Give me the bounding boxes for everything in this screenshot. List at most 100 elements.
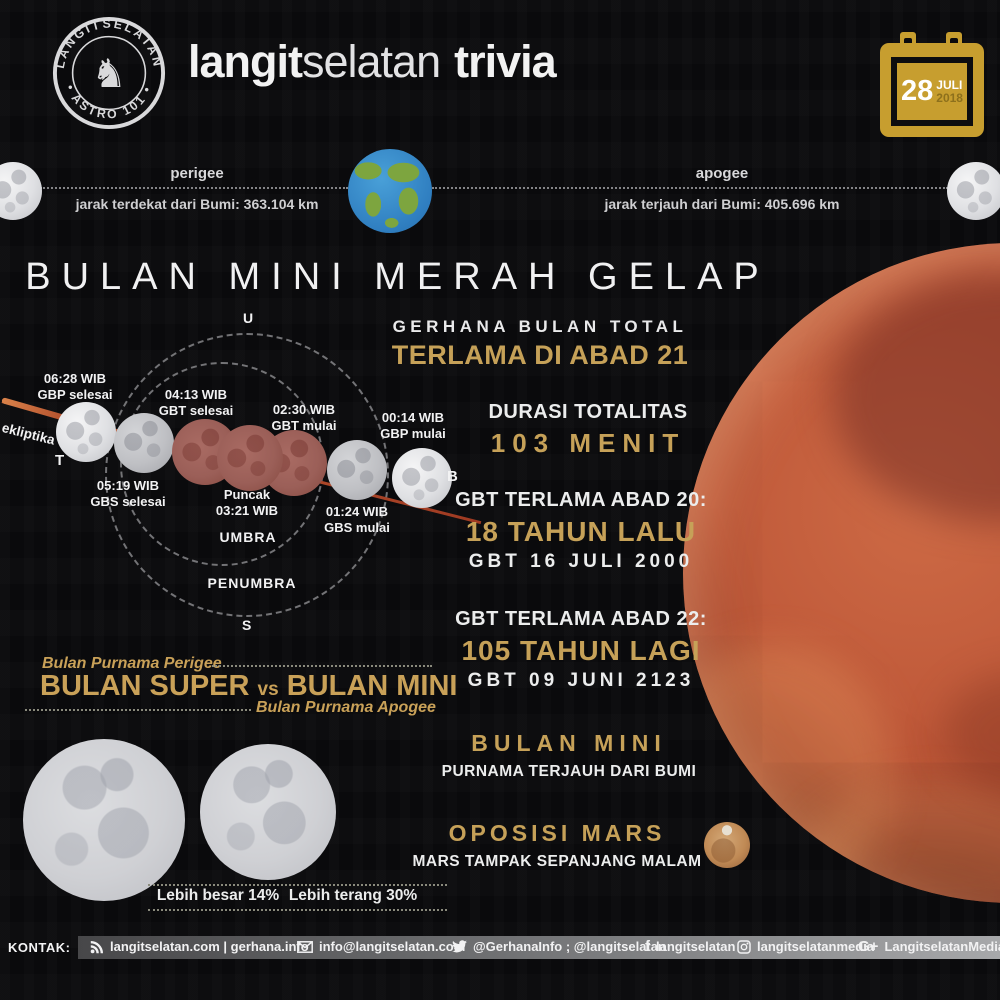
event-text: GBT selesai	[158, 402, 234, 418]
facebook-icon: f	[645, 938, 650, 955]
eclipse-label-gbt-selesai: 04:13 WIB GBT selesai	[136, 387, 256, 418]
umbra-label: UMBRA	[219, 529, 277, 545]
event-text: GBP selesai	[37, 386, 113, 402]
footer-item-text: langitselatan.com | gerhana.info	[110, 939, 309, 954]
fact-subtitle: PURNAMA TERJAUH DARI BUMI	[441, 763, 697, 780]
eclipse-moon-6	[327, 440, 387, 500]
perigee-label: perigee	[170, 165, 224, 182]
time-text: 01:24 WIB	[325, 504, 389, 519]
brand-title-tail: trivia	[454, 36, 557, 87]
eclipse-moon-4-peak	[217, 425, 283, 491]
calendar-day: 28	[901, 75, 934, 107]
comparison-stat-brightness: Lebih terang 30%	[288, 887, 418, 904]
fact-title: BULAN MINI	[471, 730, 667, 756]
stat-title: GBT TERLAMA ABAD 20:	[455, 489, 707, 511]
headline-line1: GERHANA BULAN TOTAL	[392, 317, 688, 336]
footer-item-text: info@langitselatan.com	[319, 939, 466, 954]
brand-title-light: selatan	[302, 36, 441, 87]
footer-item-text: langitselatan	[656, 939, 736, 954]
event-text: GBP mulai	[380, 425, 446, 441]
orbit-dotted-line-left	[40, 187, 348, 189]
event-text: GBS mulai	[324, 519, 390, 535]
eclipse-label-gbp-mulai: 00:14 WIB GBP mulai	[353, 410, 473, 441]
blood-moon-dark-patch	[943, 673, 1000, 793]
eclipse-label-gbs-selesai: 05:19 WIB GBS selesai	[68, 478, 188, 509]
time-text: 05:19 WIB	[96, 478, 160, 493]
fact-oposisi-mars: OPOSISI MARS MARS TAMPAK SEPANJANG MALAM	[407, 820, 707, 871]
event-text: GBS selesai	[90, 493, 166, 509]
footer-item-email: info@langitselatan.com	[297, 939, 465, 954]
comparison-dotted-line-stats-top	[148, 884, 447, 886]
headline-line2: TERLAMA DI ABAD 21	[391, 340, 689, 370]
perigee-label-block: perigee jarak terdekat dari Bumi: 363.10…	[57, 165, 337, 212]
footer-item-text: LangitselatanMedia	[884, 939, 1000, 954]
brand-title: langitselatan trivia	[188, 36, 557, 88]
brand-title-bold: langit	[188, 36, 303, 87]
footer-item-text: @GerhanaInfo ; @langitselatan	[473, 939, 666, 954]
comparison-stat-size: Lebih besar 14%	[156, 887, 280, 904]
eclipse-moon-1	[56, 402, 116, 462]
eclipse-moon-7	[392, 448, 452, 508]
eclipse-moon-2	[114, 413, 174, 473]
stat-value: 105 TAHUN LAGI	[461, 635, 701, 666]
compass-north: U	[243, 310, 254, 326]
penumbra-label: PENUMBRA	[207, 575, 297, 591]
blood-moon-image	[683, 243, 1000, 903]
stat-title: GBT TERLAMA ABAD 22:	[455, 608, 707, 630]
kontak-label: KONTAK:	[8, 940, 71, 955]
apogee-label-block: apogee jarak terjauh dari Bumi: 405.696 …	[582, 165, 862, 212]
footer-item-website: langitselatan.com | gerhana.info	[90, 939, 309, 954]
gplus-icon: G+	[858, 938, 879, 955]
apogee-distance: jarak terjauh dari Bumi: 405.696 km	[604, 196, 840, 212]
comparison-dotted-line-top	[212, 665, 432, 667]
footer-item-facebook: f langitselatan	[645, 939, 735, 954]
stat-gbt-abad-22: GBT TERLAMA ABAD 22: 105 TAHUN LAGI GBT …	[431, 608, 731, 692]
page-title: BULAN MINI MERAH GELAP	[25, 256, 770, 298]
penumbra-circle	[105, 333, 389, 617]
comparison-title-b: BULAN MINI	[286, 670, 458, 702]
comparison-dotted-line-mid	[25, 709, 251, 711]
stat-value: 18 TAHUN LALU	[465, 516, 697, 547]
calendar-body: 28 JULI 2018	[880, 43, 984, 137]
eclipse-label-gbt-mulai: 02:30 WIB GBT mulai	[244, 402, 364, 433]
headline-block: GERHANA BULAN TOTAL TERLAMA DI ABAD 21	[390, 317, 690, 371]
comparison-title-a: BULAN SUPER	[40, 670, 250, 702]
perigee-distance: jarak terdekat dari Bumi: 363.104 km	[75, 196, 319, 212]
fact-subtitle: MARS TAMPAK SEPANJANG MALAM	[412, 853, 702, 870]
blood-moon-dark-patch	[833, 273, 1000, 523]
eclipse-label-gbp-selesai: 06:28 WIB GBP selesai	[15, 371, 135, 402]
eclipse-label-gbs-mulai: 01:24 WIB GBS mulai	[297, 504, 417, 535]
comparison-perigee-label: Bulan Purnama Perigee	[42, 655, 222, 672]
event-text: GBT mulai	[271, 417, 337, 433]
calendar-year: 2018	[936, 91, 963, 105]
ekliptika-label: ekliptika	[0, 420, 57, 448]
calendar-month: JULI	[936, 78, 963, 93]
fact-title: OPOSISI MARS	[448, 820, 666, 846]
stat-note: GBT 16 JULI 2000	[468, 551, 694, 572]
stat-gbt-abad-20: GBT TERLAMA ABAD 20: 18 TAHUN LALU GBT 1…	[431, 489, 731, 573]
mail-icon	[297, 940, 313, 953]
footer-item-instagram: langitselatanmedia	[737, 939, 874, 954]
earth-icon	[348, 149, 432, 233]
event-text: 03:21 WIB	[215, 502, 279, 518]
footer-item-text: langitselatanmedia	[757, 939, 875, 954]
stat-value: 103 MENIT	[490, 428, 686, 458]
eclipse-label-puncak: Puncak 03:21 WIB	[187, 487, 307, 518]
comparison-dotted-line-stats-bottom	[148, 909, 447, 911]
rss-icon	[90, 940, 103, 953]
time-text: Puncak	[223, 487, 271, 502]
time-text: 02:30 WIB	[272, 402, 336, 417]
comparison-apogee-label: Bulan Purnama Apogee	[256, 699, 436, 716]
super-moon-image	[23, 739, 185, 901]
time-text: 04:13 WIB	[164, 387, 228, 402]
langitselatan-stamp-logo: LANGITSELATAN • ASTRO 101 • ♞	[53, 17, 166, 130]
apogee-moon	[947, 162, 1000, 220]
mars-image	[704, 822, 750, 868]
orbit-dotted-line-right	[432, 187, 948, 189]
perigee-moon	[0, 162, 42, 220]
stat-note: GBT 09 JUNI 2123	[467, 670, 695, 691]
calendar-icon: 28 JULI 2018	[880, 32, 984, 138]
compass-west: B	[447, 468, 458, 485]
comparison-title-vs: vs	[257, 679, 279, 700]
